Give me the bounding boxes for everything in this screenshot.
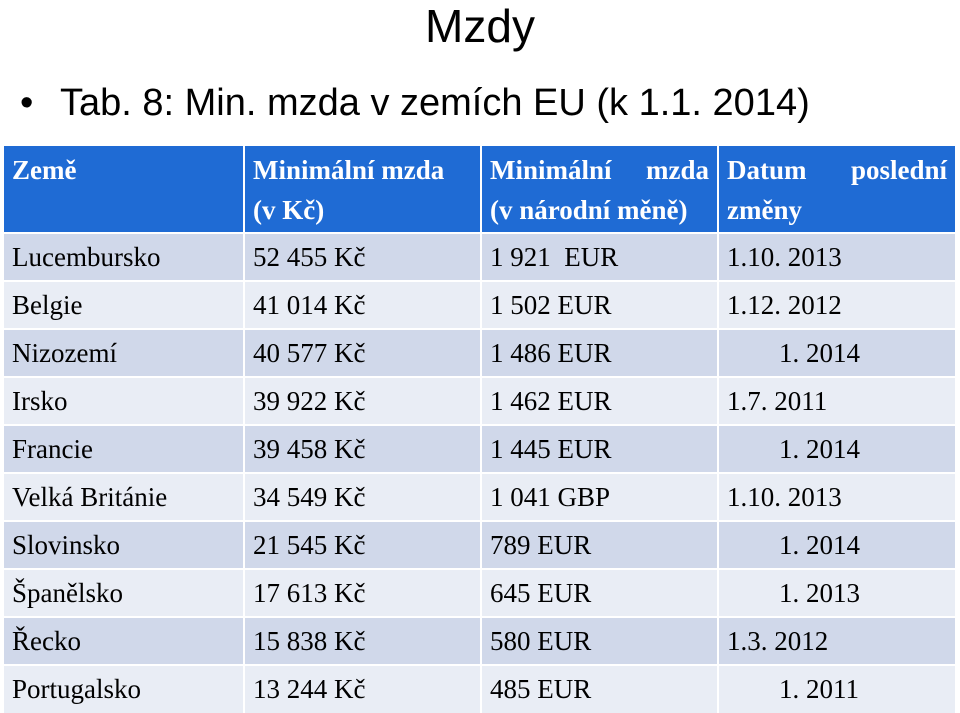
cell-wage-czk: 39 458 Kč <box>244 424 482 473</box>
cell-country: Irsko <box>4 376 245 425</box>
table-row: Irsko 39 922 Kč 1 462 EUR 1.7. 2011 <box>4 376 957 425</box>
cell-last-change: 1. 2014 <box>718 328 957 377</box>
header-last-change: Datum poslední změny <box>718 146 957 233</box>
table-header-row: Země Minimální mzda (v Kč) Minimální mzd… <box>4 146 957 233</box>
table-row: Francie 39 458 Kč 1 445 EUR 1. 2014 <box>4 424 957 473</box>
cell-wage-national: 789 EUR <box>481 520 719 569</box>
cell-wage-national: 645 EUR <box>481 568 719 617</box>
header-wage-national-line1: Minimální mzda <box>490 150 709 190</box>
cell-wage-czk: 21 545 Kč <box>244 520 482 569</box>
table-row: Velká Británie 34 549 Kč 1 041 GBP 1.10.… <box>4 472 957 521</box>
cell-wage-national: 1 041 GBP <box>481 472 719 521</box>
cell-last-change: 1. 2013 <box>718 568 957 617</box>
header-wage-czk: Minimální mzda (v Kč) <box>244 146 482 233</box>
header-wage-czk-line2: (v Kč) <box>253 195 325 225</box>
cell-wage-national: 1 445 EUR <box>481 424 719 473</box>
cell-country: Španělsko <box>4 568 245 617</box>
cell-last-change: 1. 2014 <box>718 424 957 473</box>
cell-last-change: 1.10. 2013 <box>718 232 957 281</box>
cell-wage-national: 580 EUR <box>481 616 719 665</box>
cell-wage-national: 1 486 EUR <box>481 328 719 377</box>
cell-last-change: 1.7. 2011 <box>718 376 957 425</box>
cell-wage-czk: 17 613 Kč <box>244 568 482 617</box>
cell-wage-czk: 39 922 Kč <box>244 376 482 425</box>
cell-wage-czk: 34 549 Kč <box>244 472 482 521</box>
table-row: Slovinsko 21 545 Kč 789 EUR 1. 2014 <box>4 520 957 569</box>
header-wage-national-word1: Minimální <box>490 155 612 185</box>
cell-wage-national: 1 462 EUR <box>481 376 719 425</box>
table-row: Řecko 15 838 Kč 580 EUR 1.3. 2012 <box>4 616 957 665</box>
header-wage-national-word2: mzda <box>646 155 709 185</box>
header-last-change-word1: Datum <box>727 155 807 185</box>
cell-country: Belgie <box>4 280 245 329</box>
cell-wage-national: 485 EUR <box>481 664 719 713</box>
cell-country: Slovinsko <box>4 520 245 569</box>
cell-country: Nizozemí <box>4 328 245 377</box>
header-wage-czk-line1: Minimální mzda <box>253 155 445 185</box>
header-country: Země <box>4 146 245 233</box>
cell-last-change: 1.3. 2012 <box>718 616 957 665</box>
min-wage-table: Země Minimální mzda (v Kč) Minimální mzd… <box>4 146 957 713</box>
cell-wage-czk: 15 838 Kč <box>244 616 482 665</box>
cell-wage-czk: 52 455 Kč <box>244 232 482 281</box>
slide-title: Mzdy <box>425 0 535 52</box>
header-last-change-word2: poslední <box>850 155 947 185</box>
cell-country: Řecko <box>4 616 245 665</box>
table-row: Lucembursko 52 455 Kč 1 921 EUR 1.10. 20… <box>4 232 957 281</box>
cell-wage-czk: 40 577 Kč <box>244 328 482 377</box>
cell-country: Lucembursko <box>4 232 245 281</box>
table-row: Španělsko 17 613 Kč 645 EUR 1. 2013 <box>4 568 957 617</box>
header-wage-national-line2: (v národní měně) <box>490 195 688 225</box>
bullet-text: Tab. 8: Min. mzda v zemích EU (k 1.1. 20… <box>60 82 810 124</box>
cell-country: Portugalsko <box>4 664 245 713</box>
table-row: Portugalsko 13 244 Kč 485 EUR 1. 2011 <box>4 664 957 713</box>
table-row: Nizozemí 40 577 Kč 1 486 EUR 1. 2014 <box>4 328 957 377</box>
bullet-item: • Tab. 8: Min. mzda v zemích EU (k 1.1. 2… <box>20 78 810 128</box>
header-country-label: Země <box>12 155 77 185</box>
cell-wage-national: 1 502 EUR <box>481 280 719 329</box>
cell-country: Francie <box>4 424 245 473</box>
header-wage-national: Minimální mzda (v národní měně) <box>481 146 719 233</box>
bullet-icon: • <box>20 82 34 124</box>
table-row: Belgie 41 014 Kč 1 502 EUR 1.12. 2012 <box>4 280 957 329</box>
cell-last-change: 1. 2014 <box>718 520 957 569</box>
header-last-change-line2: změny <box>727 195 802 225</box>
cell-wage-czk: 13 244 Kč <box>244 664 482 713</box>
cell-wage-national: 1 921 EUR <box>481 232 719 281</box>
cell-wage-czk: 41 014 Kč <box>244 280 482 329</box>
cell-country: Velká Británie <box>4 472 245 521</box>
header-last-change-line1: Datum poslední <box>727 150 947 190</box>
cell-last-change: 1.12. 2012 <box>718 280 957 329</box>
cell-last-change: 1.10. 2013 <box>718 472 957 521</box>
cell-last-change: 1. 2011 <box>718 664 957 713</box>
